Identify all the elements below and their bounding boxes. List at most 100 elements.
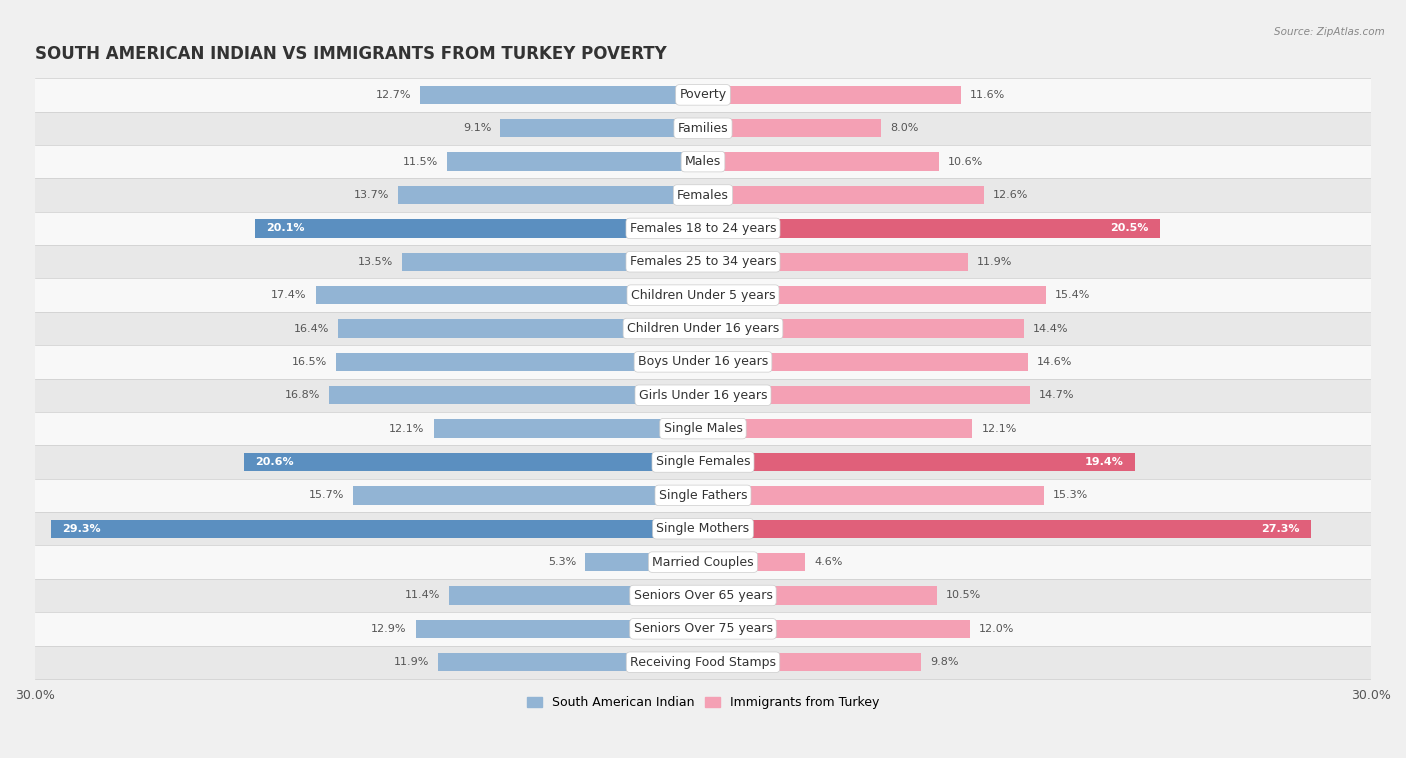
Bar [703, 386, 1031, 405]
Bar [35, 612, 1371, 646]
Text: 15.4%: 15.4% [1054, 290, 1090, 300]
Legend: South American Indian, Immigrants from Turkey: South American Indian, Immigrants from T… [522, 691, 884, 714]
Text: Receiving Food Stamps: Receiving Food Stamps [630, 656, 776, 669]
Bar [329, 386, 703, 405]
Text: 13.7%: 13.7% [354, 190, 389, 200]
Bar [51, 519, 703, 538]
Bar [433, 419, 703, 438]
Bar [35, 278, 1371, 312]
Text: 14.6%: 14.6% [1038, 357, 1073, 367]
Bar [35, 412, 1371, 445]
Bar [447, 152, 703, 171]
Bar [703, 119, 882, 137]
Bar [703, 519, 1310, 538]
Bar [703, 553, 806, 572]
Text: 14.7%: 14.7% [1039, 390, 1074, 400]
Bar [35, 546, 1371, 579]
Bar [35, 478, 1371, 512]
Text: 12.0%: 12.0% [979, 624, 1015, 634]
Text: 11.9%: 11.9% [977, 257, 1012, 267]
Text: 11.6%: 11.6% [970, 90, 1005, 100]
Bar [35, 111, 1371, 145]
Text: 11.4%: 11.4% [405, 590, 440, 600]
Bar [420, 86, 703, 104]
Bar [35, 211, 1371, 245]
Bar [35, 512, 1371, 546]
Bar [449, 586, 703, 605]
Text: 12.7%: 12.7% [375, 90, 412, 100]
Bar [703, 352, 1028, 371]
Text: 12.6%: 12.6% [993, 190, 1028, 200]
Text: Girls Under 16 years: Girls Under 16 years [638, 389, 768, 402]
Text: 17.4%: 17.4% [271, 290, 307, 300]
Text: 27.3%: 27.3% [1261, 524, 1299, 534]
Text: 9.1%: 9.1% [463, 124, 492, 133]
Text: 13.5%: 13.5% [359, 257, 394, 267]
Text: 20.1%: 20.1% [267, 224, 305, 233]
Text: Single Mothers: Single Mothers [657, 522, 749, 535]
Bar [35, 312, 1371, 345]
Bar [315, 286, 703, 304]
Bar [703, 419, 973, 438]
Bar [402, 252, 703, 271]
Text: Single Fathers: Single Fathers [659, 489, 747, 502]
Bar [35, 445, 1371, 478]
Text: 19.4%: 19.4% [1085, 457, 1123, 467]
Text: Females: Females [678, 189, 728, 202]
Bar [353, 486, 703, 505]
Text: 29.3%: 29.3% [62, 524, 100, 534]
Bar [703, 620, 970, 638]
Bar [337, 319, 703, 337]
Text: Males: Males [685, 155, 721, 168]
Text: Boys Under 16 years: Boys Under 16 years [638, 356, 768, 368]
Bar [703, 653, 921, 672]
Bar [398, 186, 703, 204]
Text: Females 18 to 24 years: Females 18 to 24 years [630, 222, 776, 235]
Bar [35, 178, 1371, 211]
Text: 11.5%: 11.5% [402, 157, 439, 167]
Text: 14.4%: 14.4% [1032, 324, 1069, 334]
Text: 10.5%: 10.5% [946, 590, 981, 600]
Bar [585, 553, 703, 572]
Bar [703, 252, 967, 271]
Text: Poverty: Poverty [679, 89, 727, 102]
Text: 15.3%: 15.3% [1053, 490, 1088, 500]
Text: Seniors Over 75 years: Seniors Over 75 years [634, 622, 772, 635]
Bar [703, 219, 1160, 237]
Text: 10.6%: 10.6% [948, 157, 983, 167]
Text: SOUTH AMERICAN INDIAN VS IMMIGRANTS FROM TURKEY POVERTY: SOUTH AMERICAN INDIAN VS IMMIGRANTS FROM… [35, 45, 666, 64]
Text: 4.6%: 4.6% [814, 557, 842, 567]
Bar [256, 219, 703, 237]
Bar [703, 86, 962, 104]
Text: 9.8%: 9.8% [931, 657, 959, 667]
Bar [703, 586, 936, 605]
Text: 16.4%: 16.4% [294, 324, 329, 334]
Text: 20.5%: 20.5% [1109, 224, 1149, 233]
Text: 8.0%: 8.0% [890, 124, 918, 133]
Bar [35, 345, 1371, 378]
Bar [501, 119, 703, 137]
Text: Children Under 5 years: Children Under 5 years [631, 289, 775, 302]
Text: 20.6%: 20.6% [256, 457, 294, 467]
Text: 15.7%: 15.7% [309, 490, 344, 500]
Text: 11.9%: 11.9% [394, 657, 429, 667]
Bar [703, 152, 939, 171]
Bar [35, 78, 1371, 111]
Text: 12.1%: 12.1% [981, 424, 1017, 434]
Text: Seniors Over 65 years: Seniors Over 65 years [634, 589, 772, 602]
Bar [703, 286, 1046, 304]
Bar [35, 378, 1371, 412]
Text: Females 25 to 34 years: Females 25 to 34 years [630, 255, 776, 268]
Bar [439, 653, 703, 672]
Text: Married Couples: Married Couples [652, 556, 754, 568]
Bar [336, 352, 703, 371]
Bar [416, 620, 703, 638]
Text: 16.8%: 16.8% [284, 390, 321, 400]
Bar [703, 319, 1024, 337]
Bar [245, 453, 703, 471]
Bar [35, 145, 1371, 178]
Bar [703, 186, 984, 204]
Text: Single Males: Single Males [664, 422, 742, 435]
Text: 5.3%: 5.3% [548, 557, 576, 567]
Bar [703, 486, 1043, 505]
